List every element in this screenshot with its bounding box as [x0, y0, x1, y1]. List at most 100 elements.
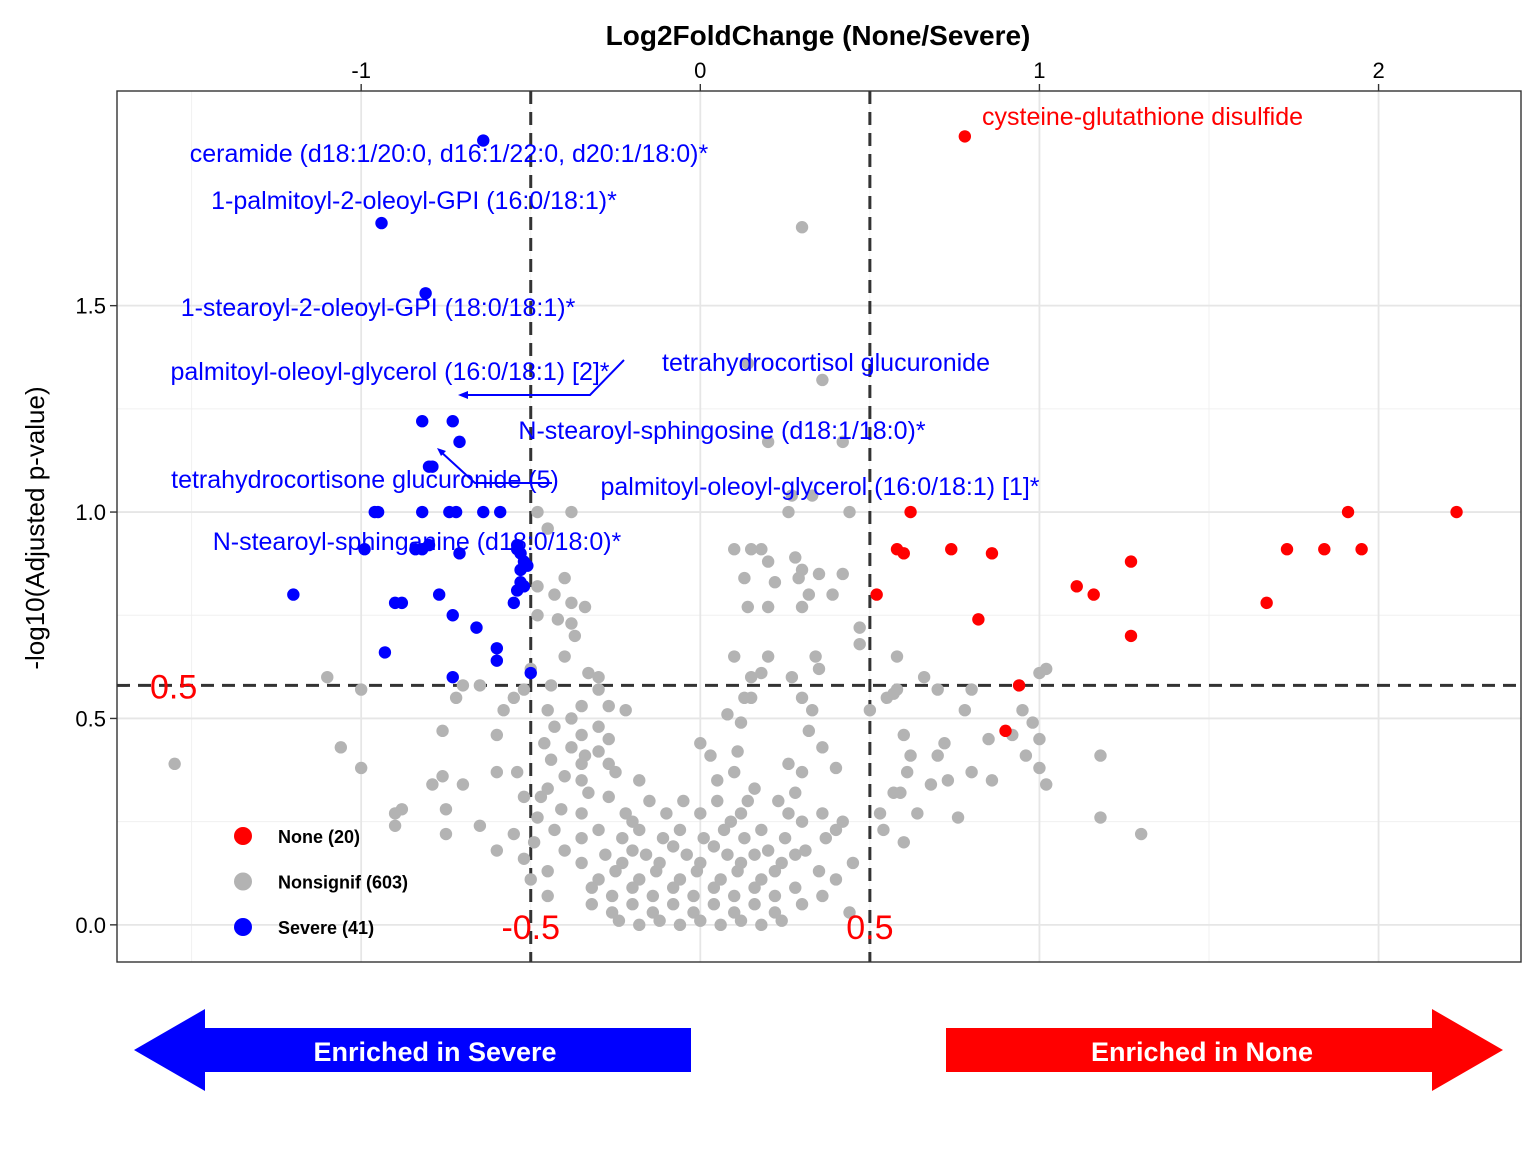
nonsignif-point: [592, 873, 605, 886]
point-labels: 0.5 -0.5 0.5 cysteine-glutathione disulfide…: [150, 103, 1303, 947]
nonsignif-point: [816, 807, 829, 820]
severe-point: [477, 505, 490, 519]
severe-point: [524, 666, 537, 680]
nonsignif-point: [673, 918, 687, 932]
nonsignif-point: [388, 807, 402, 820]
nonsignif-point: [761, 600, 775, 614]
legend-marker: [234, 872, 252, 891]
nonsignif-point: [653, 914, 666, 927]
nonsignif-point: [744, 691, 758, 705]
nonsignif-point: [626, 844, 639, 857]
nonsignif-point: [836, 567, 849, 581]
nonsignif-point: [436, 770, 449, 783]
nonsignif-point: [558, 770, 571, 783]
nonsignif-point: [605, 889, 619, 903]
legend-marker: [234, 827, 252, 845]
nonsignif-point: [931, 683, 944, 696]
nonsignif-point: [789, 881, 802, 894]
nonsignif-point: [694, 807, 707, 820]
nonsignif-point: [582, 666, 595, 680]
nonsignif-point: [660, 807, 673, 820]
nonsignif-point: [456, 679, 470, 692]
severe-point: [477, 134, 490, 147]
nonsignif-point: [666, 840, 680, 853]
nonsignif-point: [795, 815, 809, 828]
nonsignif-point: [829, 873, 843, 886]
nonsignif-point: [680, 848, 693, 861]
nonsignif-point: [592, 683, 605, 696]
nonsignif-point: [904, 749, 917, 762]
nonsignif-point: [816, 373, 829, 387]
nonsignif-point: [768, 889, 782, 903]
point-annotation: 1-stearoyl-2-oleoyl-GPI (18:0/18:1)*: [181, 294, 576, 322]
severe-point: [449, 505, 463, 519]
nonsignif-point: [646, 889, 660, 903]
nonsignif-point: [548, 823, 561, 837]
nonsignif-point: [951, 811, 965, 824]
severe-point: [446, 609, 459, 622]
severe-point: [490, 642, 504, 655]
nonsignif-point: [721, 708, 734, 721]
nonsignif-point: [772, 794, 785, 808]
nonsignif-point: [558, 650, 571, 663]
nonsignif-point: [897, 728, 910, 742]
enriched-in-none-label: Enriched in None: [1090, 1037, 1314, 1067]
none-point: [870, 588, 883, 601]
nonsignif-point: [795, 600, 809, 614]
nonsignif-point: [911, 807, 924, 820]
none-point: [1260, 596, 1273, 610]
nonsignif-point: [473, 679, 487, 692]
none-point: [1450, 505, 1463, 519]
severe-point: [358, 543, 371, 556]
nonsignif-point: [585, 881, 598, 894]
none-point: [1280, 543, 1294, 556]
none-point: [1318, 543, 1331, 556]
nonsignif-point: [816, 741, 829, 754]
nonsignif-point: [575, 856, 588, 870]
nonsignif-point: [531, 580, 544, 593]
nonsignif-point: [626, 898, 639, 911]
nonsignif-point: [778, 831, 792, 845]
nonsignif-point: [738, 571, 751, 585]
enriched-in-severe-label: Enriched in Severe: [313, 1037, 557, 1067]
nonsignif-point: [575, 699, 588, 713]
nonsignif-point: [633, 918, 646, 932]
nonsignif-point: [795, 691, 809, 705]
nonsignif-point: [1033, 761, 1046, 775]
nonsignif-point: [728, 543, 741, 556]
fc-high-threshold-label: 0.5: [846, 909, 893, 947]
nonsignif-point: [555, 803, 568, 816]
nonsignif-point: [565, 505, 578, 519]
annotation-leader-line: [462, 359, 625, 396]
nonsignif-point: [768, 906, 782, 919]
nonsignif-point: [497, 703, 510, 717]
nonsignif-point: [707, 898, 721, 911]
nonsignif-point: [473, 819, 487, 832]
nonsignif-point: [633, 823, 646, 837]
nonsignif-point: [517, 683, 531, 696]
nonsignif-point: [782, 505, 795, 519]
nonsignif-point: [633, 774, 646, 787]
nonsignif-point: [755, 823, 768, 837]
severe-point: [375, 216, 388, 230]
nonsignif-point: [548, 720, 561, 733]
nonsignif-point: [792, 571, 805, 585]
nonsignif-point: [436, 724, 449, 738]
nonsignif-point: [863, 703, 877, 717]
nonsignif-point: [673, 823, 687, 837]
threshold-lines: [117, 91, 1521, 962]
x-tick-label: 0: [694, 58, 706, 83]
nonsignif-point: [775, 856, 788, 870]
nonsignif-point: [714, 873, 727, 886]
nonsignif-point: [755, 543, 768, 556]
nonsignif-point: [1019, 749, 1033, 762]
severe-point: [521, 559, 534, 572]
nonsignif-point: [1134, 827, 1148, 841]
nonsignif-point: [531, 609, 544, 622]
y-tick-label: 1.0: [75, 500, 106, 525]
nonsignif-point: [602, 757, 615, 771]
annotation-leader-arrowhead: [437, 448, 446, 456]
severe-point: [470, 621, 483, 634]
nonsignif-point: [439, 827, 453, 841]
nonsignif-point: [761, 435, 775, 449]
